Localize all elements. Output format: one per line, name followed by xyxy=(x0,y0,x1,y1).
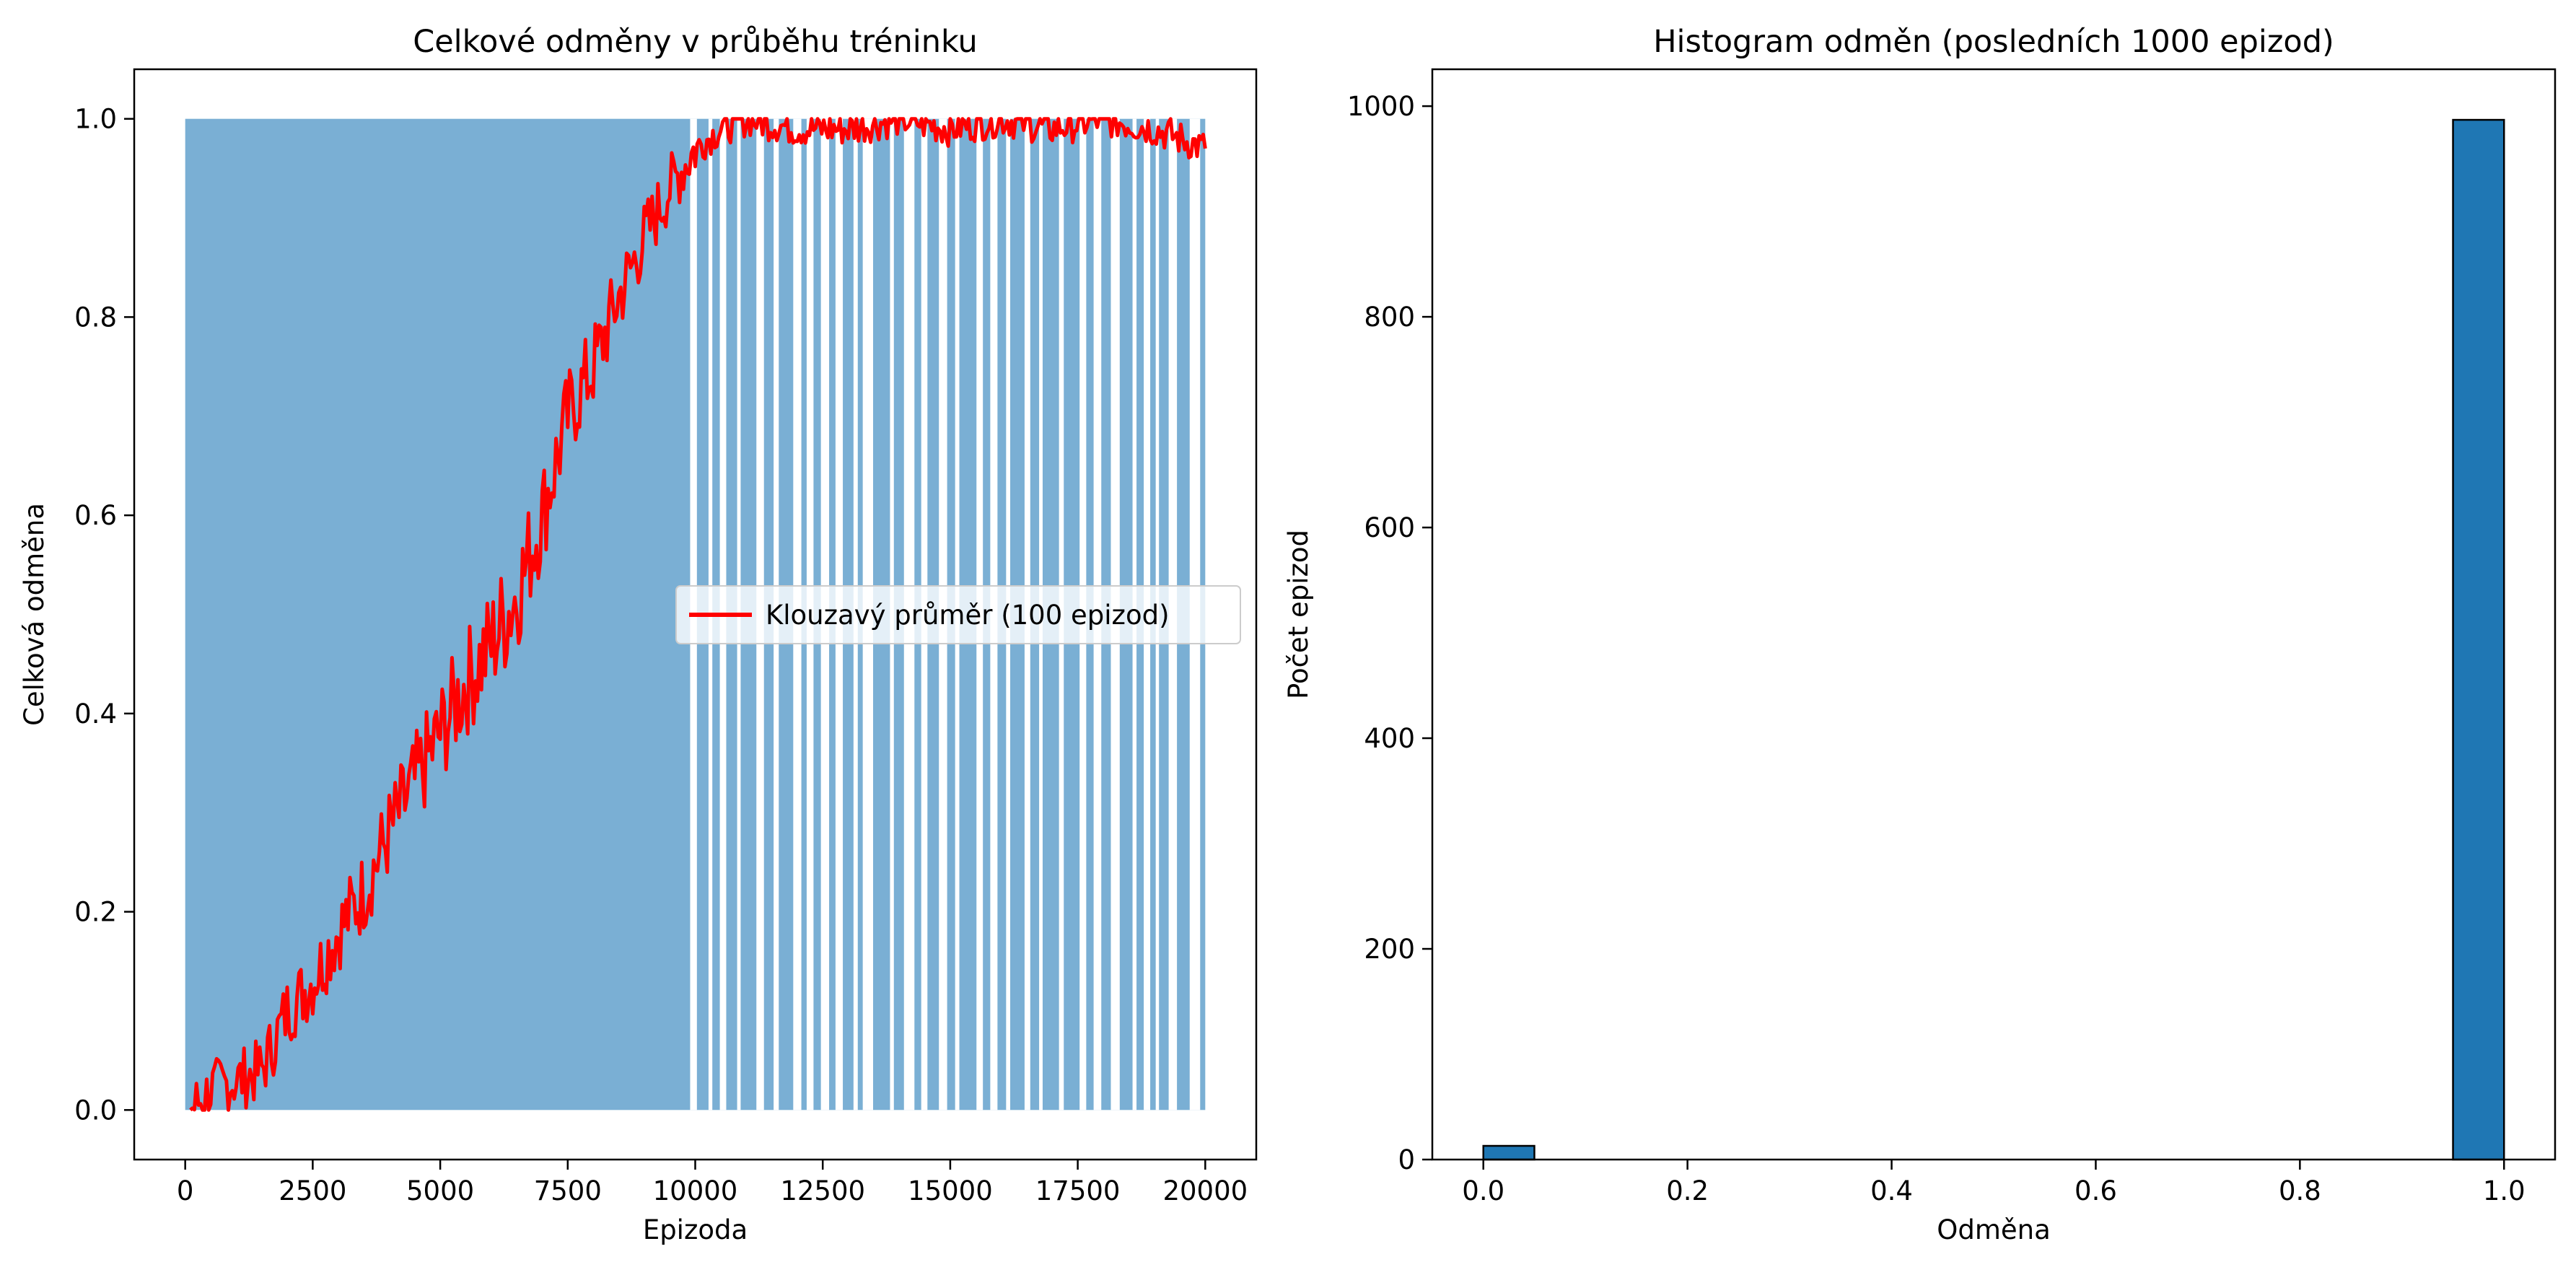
x-tick-label: 0.6 xyxy=(2075,1175,2117,1206)
x-tick-label: 10000 xyxy=(653,1175,738,1206)
x-axis-ticks: 0 2500 5000 7500 10000 12500 15000 17500 20000 xyxy=(177,1160,1248,1206)
reward-line-chart: Celkové odměny v průběhu tréninku 0 2500 5… xyxy=(19,24,1258,1245)
y-tick-label: 0.8 xyxy=(74,302,117,333)
y-tick-label: 0.4 xyxy=(74,698,117,729)
x-tick-label: 7500 xyxy=(534,1175,602,1206)
y-tick-label: 200 xyxy=(1364,934,1415,965)
reward-histogram-chart: Histogram odměn (posledních 1000 epizod)… xyxy=(1283,24,2557,1245)
y-tick-label: 0.6 xyxy=(74,500,117,531)
y-tick-label: 0.0 xyxy=(74,1095,117,1126)
y-tick-label: 800 xyxy=(1364,302,1415,333)
legend-box xyxy=(675,585,1241,644)
x-tick-label: 12500 xyxy=(780,1175,865,1206)
y-tick-label: 1000 xyxy=(1347,91,1415,122)
x-tick-label: 15000 xyxy=(908,1175,993,1206)
plot-area xyxy=(1482,118,2505,1161)
x-tick-label: 0.2 xyxy=(1666,1175,1709,1206)
x-axis-ticks: 0.0 0.2 0.4 0.6 0.8 1.0 xyxy=(1462,1160,2525,1206)
y-axis-label: Počet epizod xyxy=(1283,530,1314,699)
legend: Klouzavý průměr (100 epizod) xyxy=(675,585,1241,644)
y-tick-label: 400 xyxy=(1364,723,1415,754)
y-tick-label: 1.0 xyxy=(74,104,117,135)
y-tick-label: 600 xyxy=(1364,512,1415,543)
x-tick-label: 20000 xyxy=(1162,1175,1248,1206)
x-tick-label: 5000 xyxy=(406,1175,474,1206)
chart-title: Histogram odměn (posledních 1000 epizod) xyxy=(1653,24,2334,60)
x-axis-label: Odměna xyxy=(1937,1214,2051,1245)
x-axis-label: Epizoda xyxy=(643,1214,748,1245)
x-tick-label: 0.4 xyxy=(1870,1175,1913,1206)
x-tick-label: 0.8 xyxy=(2279,1175,2321,1206)
legend-label: Klouzavý průměr (100 epizod) xyxy=(766,600,1170,631)
y-axis-label: Celková odměna xyxy=(19,503,50,726)
y-axis-ticks: 0 200 400 600 800 1000 xyxy=(1347,91,1432,1175)
x-tick-label: 17500 xyxy=(1035,1175,1121,1206)
moving-average-line xyxy=(189,117,1207,1112)
y-tick-label: 0.2 xyxy=(74,897,117,928)
x-tick-label: 0.0 xyxy=(1462,1175,1504,1206)
y-axis-ticks: 0.0 0.2 0.4 0.6 0.8 1.0 xyxy=(74,104,134,1126)
histogram-bar xyxy=(1482,1144,1535,1161)
x-tick-label: 1.0 xyxy=(2483,1175,2525,1206)
x-tick-label: 2500 xyxy=(279,1175,346,1206)
histogram-bar xyxy=(2452,118,2505,1161)
chart-title: Celkové odměny v průběhu tréninku xyxy=(413,24,978,60)
y-tick-label: 0 xyxy=(1398,1144,1415,1175)
x-tick-label: 0 xyxy=(177,1175,194,1206)
axes-frame xyxy=(1431,68,2557,1161)
